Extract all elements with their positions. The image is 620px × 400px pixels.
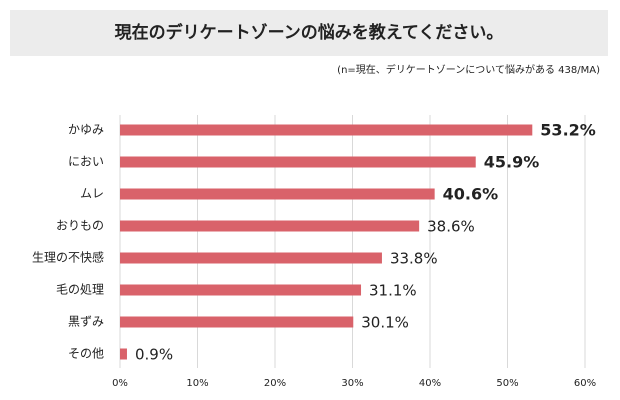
x-tick-label: 20%	[264, 378, 286, 389]
x-tick-label: 0%	[112, 378, 128, 389]
bar	[120, 124, 533, 136]
value-label: 33.8%	[390, 250, 438, 268]
y-tick-label: おりもの	[56, 219, 104, 233]
bar	[120, 252, 382, 264]
y-tick-label: かゆみ	[68, 123, 104, 137]
value-label: 31.1%	[369, 282, 417, 300]
x-tick-label: 10%	[186, 378, 208, 389]
y-tick-label: 黒ずみ	[68, 315, 104, 329]
title-box	[10, 10, 608, 56]
bar	[120, 316, 354, 328]
y-tick-label: におい	[68, 155, 104, 169]
value-label: 40.6%	[443, 185, 499, 204]
chart-subtitle: (n=現在、デリケートゾーンについて悩みがある 438/MA)	[337, 63, 600, 76]
y-tick-label: その他	[68, 347, 104, 361]
bar	[120, 156, 476, 168]
y-tick-label: 毛の処理	[56, 283, 104, 297]
x-tick-label: 40%	[419, 378, 441, 389]
value-label: 38.6%	[427, 218, 475, 236]
bar	[120, 348, 127, 360]
x-tick-label: 30%	[341, 378, 363, 389]
bar	[120, 284, 362, 296]
chart-title: 現在のデリケートゾーンの悩みを教えてください。	[115, 22, 504, 43]
x-tick-label: 50%	[496, 378, 518, 389]
value-label: 30.1%	[361, 314, 409, 332]
y-tick-label: 生理の不快感	[32, 250, 104, 265]
bar	[120, 188, 435, 200]
x-tick-label: 60%	[574, 378, 596, 389]
value-label: 45.9%	[484, 153, 540, 172]
value-label: 0.9%	[135, 346, 173, 364]
y-tick-label: ムレ	[80, 187, 104, 201]
bar	[120, 220, 420, 232]
value-label: 53.2%	[540, 121, 596, 140]
